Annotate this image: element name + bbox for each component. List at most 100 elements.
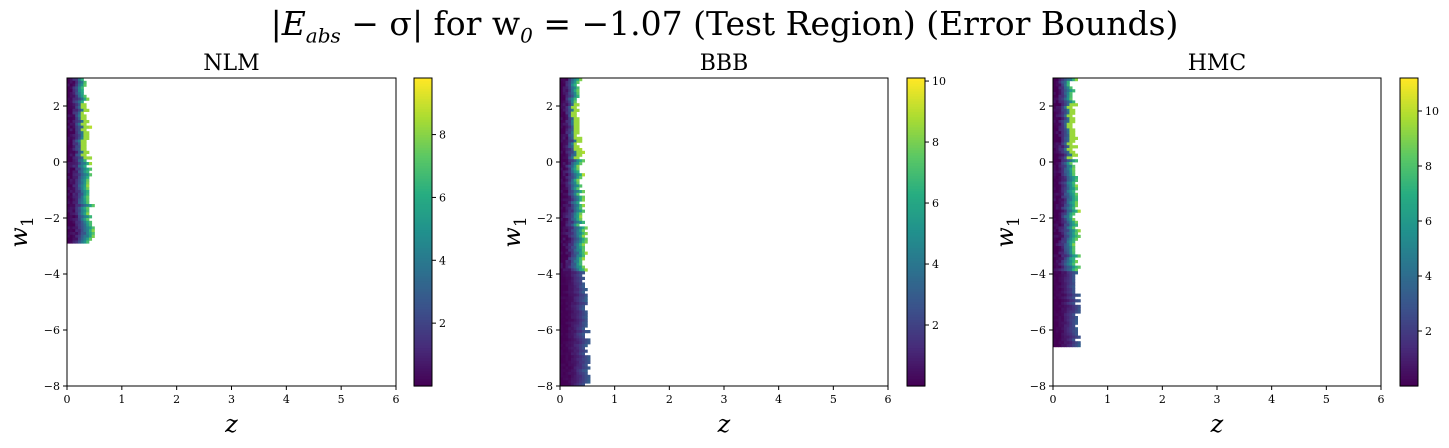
heatmap-cell — [560, 330, 564, 334]
heatmap-cell — [576, 262, 580, 266]
heatmap-cell — [1066, 237, 1070, 241]
colorbar-segment — [1400, 247, 1418, 251]
heatmap-cell — [562, 288, 566, 292]
heatmap-cell — [77, 139, 82, 143]
colorbar-segment — [907, 160, 925, 164]
heatmap-cell — [75, 97, 79, 101]
x-axis-label: z — [717, 410, 731, 438]
heatmap-cell — [69, 192, 73, 196]
heatmap-cell — [576, 304, 580, 308]
heatmap-cell — [1058, 206, 1062, 210]
heatmap-cell — [1061, 212, 1065, 216]
heatmap-cell — [1072, 184, 1076, 188]
heatmap-cell — [80, 192, 84, 196]
colorbar-segment — [414, 314, 432, 318]
heatmap-cell — [584, 313, 588, 317]
heatmap-cell — [1077, 265, 1081, 269]
heatmap-cell — [565, 114, 569, 118]
heatmap-cell — [1063, 94, 1068, 98]
heatmap-cell — [1072, 187, 1076, 191]
heatmap-cell — [570, 178, 575, 182]
heatmap-cell — [67, 122, 71, 126]
heatmap-cell — [67, 120, 71, 124]
heatmap-cell — [576, 94, 580, 98]
colorbar-segment — [907, 137, 925, 141]
heatmap-cell — [86, 176, 90, 180]
heatmap-cell — [1055, 106, 1059, 110]
colorbar-segment — [1400, 211, 1418, 215]
heatmap-cell — [75, 156, 79, 160]
heatmap-cell — [565, 262, 569, 266]
heatmap-cell — [1061, 134, 1065, 138]
heatmap-cell — [67, 142, 71, 146]
heatmap-cell — [562, 313, 566, 317]
heatmap-cell — [581, 190, 585, 194]
heatmap-cell — [1069, 276, 1073, 280]
heatmap-cell — [560, 374, 564, 378]
heatmap-cell — [587, 355, 591, 359]
heatmap-cell — [565, 327, 569, 331]
heatmap-cell — [1066, 156, 1070, 160]
heatmap-cell — [1072, 282, 1076, 286]
heatmap-cell — [1053, 136, 1057, 140]
colorbar-segment — [414, 190, 432, 195]
colorbar-segment — [1400, 285, 1418, 290]
heatmap-cell — [562, 108, 566, 112]
heatmap-cell — [83, 148, 87, 152]
heatmap-cell — [1058, 181, 1062, 185]
colorbar-segment — [1400, 375, 1418, 379]
heatmap-cell — [67, 153, 71, 157]
heatmap-cell — [562, 83, 566, 87]
heatmap-cell — [75, 89, 79, 93]
heatmap-cell — [587, 366, 591, 370]
heatmap-cell — [67, 195, 71, 199]
heatmap-cell — [77, 145, 82, 149]
heatmap-cell — [562, 310, 566, 314]
heatmap-cell — [91, 229, 95, 233]
heatmap-cell — [86, 206, 90, 210]
heatmap-cell — [570, 254, 575, 258]
heatmap-cell — [1074, 195, 1078, 199]
heatmap-cell — [1055, 302, 1059, 306]
heatmap-cell — [77, 159, 82, 163]
colorbar-segment — [414, 137, 432, 141]
heatmap-cell — [77, 100, 82, 104]
heatmap-cell — [1053, 285, 1057, 289]
heatmap-cell — [1072, 195, 1076, 199]
heatmap-cell — [83, 131, 87, 135]
heatmap-cell — [1074, 198, 1078, 202]
heatmap-cell — [576, 237, 580, 241]
heatmap-cell — [77, 190, 82, 194]
heatmap-cell — [72, 136, 76, 140]
heatmap-cell — [576, 271, 580, 275]
heatmap-cell — [579, 218, 583, 222]
heatmap-cell — [568, 120, 572, 124]
heatmap-cell — [576, 232, 580, 236]
heatmap-cell — [573, 170, 577, 174]
heatmap-cell — [576, 380, 580, 384]
heatmap-cell — [1069, 89, 1073, 93]
heatmap-cell — [573, 78, 577, 82]
heatmap-cell — [88, 215, 93, 219]
colorbar-segment — [1400, 296, 1418, 300]
heatmap-cell — [69, 134, 73, 138]
heatmap-cell — [1053, 139, 1057, 143]
heatmap-cell — [565, 383, 569, 387]
heatmap-cell — [1066, 234, 1070, 238]
heatmap-cell — [75, 204, 79, 208]
heatmap-cell — [565, 246, 569, 250]
heatmap-cell — [1061, 290, 1065, 294]
heatmap-cell — [1055, 100, 1059, 104]
heatmap-cell — [570, 285, 575, 289]
heatmap-cell — [80, 103, 84, 107]
colorbar-segment — [414, 144, 432, 148]
heatmap-cell — [562, 192, 566, 196]
heatmap-cell — [1069, 153, 1073, 157]
heatmap-cell — [1058, 204, 1062, 208]
heatmap-cell — [560, 92, 564, 96]
heatmap-cell — [1069, 192, 1073, 196]
heatmap-cell — [565, 145, 569, 149]
heatmap-cell — [565, 313, 569, 317]
heatmap-cell — [562, 122, 566, 126]
